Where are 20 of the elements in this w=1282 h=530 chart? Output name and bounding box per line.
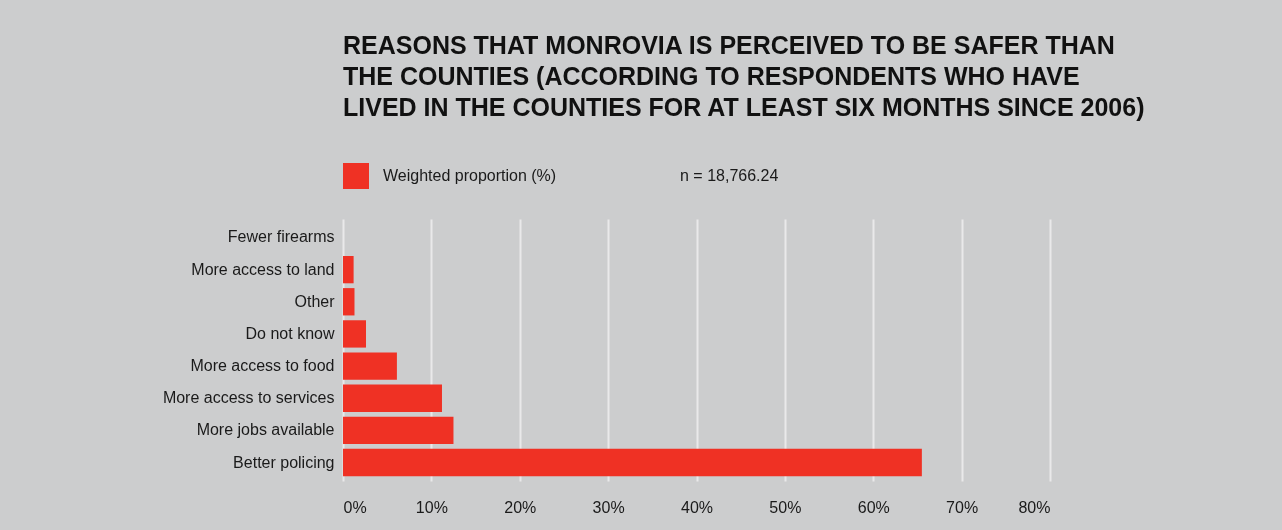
y-tick-label: Fewer firearms [227, 228, 335, 246]
x-tick-label: 40% [680, 498, 714, 516]
text: n = 18,766.24 [680, 167, 779, 184]
x-tick-label: 0% [343, 498, 367, 516]
x-tick-label: 20% [504, 498, 537, 516]
y-tick-label: Do not know [245, 324, 335, 342]
x-tick-label: 60% [857, 498, 890, 516]
y-tick-label: More access to food [190, 357, 335, 375]
legend-label: Weighted proportion (%) [383, 167, 557, 184]
x-tick-label: 80% [1018, 498, 1051, 516]
y-tick-label: More access to land [191, 260, 335, 278]
y-tick-label: More access to services [162, 389, 335, 407]
y-tick-label: More jobs available [196, 421, 335, 439]
x-tick-label: 30% [592, 498, 625, 516]
y-tick-label: Other [294, 292, 336, 310]
x-tick-label: 50% [769, 498, 802, 516]
y-tick-label: Better policing [233, 453, 335, 471]
x-tick-label: 70% [946, 498, 979, 516]
x-tick-label: 10% [415, 498, 448, 516]
chart-title: REASONS THAT MONROVIA IS PERCEIVED TO BE SAFER THAN THE COUNTIES (ACCORDING TO RESPONDENTS WHO HAVE LIVED IN THE COUNTIES FOR AT LEAST SIX MONTHS SINCE 2006) [343, 31, 1145, 121]
